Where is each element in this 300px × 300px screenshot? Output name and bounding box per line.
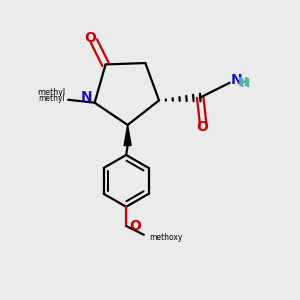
Polygon shape [124, 125, 131, 146]
Text: methyl: methyl [38, 94, 64, 103]
Text: methoxy: methoxy [149, 232, 182, 242]
Text: H: H [240, 77, 250, 91]
Text: H: H [238, 76, 248, 89]
Text: O: O [130, 219, 142, 233]
Text: O: O [84, 31, 96, 45]
Text: methyl: methyl [38, 88, 66, 98]
Text: N: N [231, 73, 243, 87]
Text: N: N [81, 90, 92, 104]
Text: O: O [196, 120, 208, 134]
